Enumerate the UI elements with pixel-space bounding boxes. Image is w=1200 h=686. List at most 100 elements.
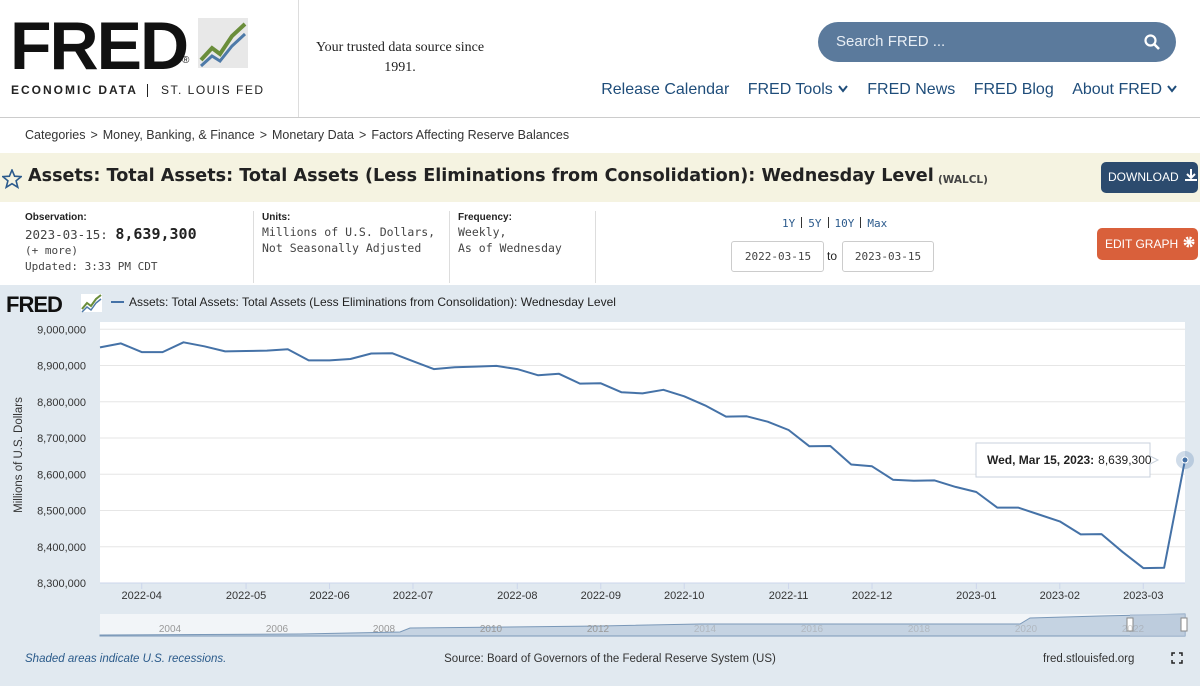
chevron bbox=[838, 85, 848, 93]
navigator-year: 2016 bbox=[801, 624, 824, 635]
breadcrumb-link[interactable]: Factors Affecting Reserve Balances bbox=[371, 128, 570, 142]
units-line: Millions of U.S. Dollars, bbox=[262, 225, 436, 239]
range-separator bbox=[827, 217, 829, 228]
navigator-year: 2018 bbox=[908, 624, 931, 635]
navigator-year: 2008 bbox=[373, 624, 396, 635]
x-tick-label: 2022-06 bbox=[309, 590, 349, 602]
logo-divider bbox=[147, 84, 148, 97]
logo-icon bbox=[198, 18, 248, 68]
nav-link[interactable]: FRED Tools bbox=[748, 81, 849, 98]
search-box[interactable]: Search FRED ... bbox=[818, 22, 1176, 62]
star-icon[interactable] bbox=[2, 169, 22, 189]
download-button[interactable]: DOWNLOAD bbox=[1101, 162, 1198, 193]
fullscreen-icon[interactable] bbox=[1171, 652, 1183, 664]
button-text: DOWNLOAD bbox=[1108, 170, 1179, 184]
observation: 2023-03-15: 8,639,300 bbox=[25, 226, 197, 243]
chevron bbox=[1167, 85, 1177, 93]
units: Millions of U.S. Dollars, Not Seasonally … bbox=[262, 224, 435, 256]
navigator-year: 2014 bbox=[694, 624, 717, 635]
navigator-year: 2004 bbox=[159, 624, 182, 635]
chart-brand: FRED bbox=[6, 292, 62, 317]
more-link[interactable]: (+ more) bbox=[25, 244, 78, 257]
y-axis-label: Millions of U.S. Dollars bbox=[13, 397, 25, 513]
logo-sub-right: ST. LOUIS FED bbox=[161, 83, 265, 97]
frequency: Weekly, As of Wednesday bbox=[458, 224, 562, 256]
date-from[interactable]: 2022-03-15 bbox=[731, 241, 824, 272]
range-separator bbox=[801, 217, 803, 228]
nav-text: About FRED bbox=[1072, 81, 1162, 98]
observation-value: 8,639,300 bbox=[115, 225, 197, 243]
x-tick-label: 2022-12 bbox=[852, 590, 892, 602]
breadcrumb-separator: > bbox=[259, 128, 268, 142]
x-tick-label: 2022-05 bbox=[226, 590, 266, 602]
y-tick-label: 8,800,000 bbox=[37, 397, 86, 409]
range-link[interactable]: Max bbox=[867, 217, 888, 230]
edit-graph-button[interactable]: EDIT GRAPH bbox=[1097, 228, 1198, 260]
x-tick-label: 2023-03 bbox=[1123, 590, 1163, 602]
nav-link[interactable]: FRED Blog bbox=[973, 81, 1054, 98]
range-links: 1Y 5Y 10Y Max bbox=[782, 217, 887, 230]
range-link[interactable]: 1Y bbox=[782, 217, 796, 230]
meta-label: Units: bbox=[262, 212, 291, 223]
breadcrumb-link[interactable]: Monetary Data bbox=[272, 128, 354, 142]
chart: FRED 8,300,000 8,400,000 8,500,000 8,600,00… bbox=[0, 285, 1200, 686]
observation-date: 2023-03-15: bbox=[25, 227, 108, 242]
range-separator bbox=[860, 217, 862, 228]
y-tick-label: 8,900,000 bbox=[37, 361, 86, 373]
breadcrumb-link[interactable]: Money, Banking, & Finance bbox=[102, 128, 255, 142]
x-tick-label: 2022-11 bbox=[769, 590, 809, 602]
nav: Release Calendar FRED Tools FRED News FR… bbox=[587, 81, 1178, 99]
y-tick-label: 8,400,000 bbox=[37, 542, 86, 554]
meta-divider bbox=[253, 211, 254, 283]
breadcrumb-separator: > bbox=[359, 128, 367, 142]
navigator-handle[interactable] bbox=[1180, 617, 1188, 632]
breadcrumb-separator: > bbox=[90, 128, 98, 142]
updated: Updated: 3:33 PM CDT bbox=[25, 260, 158, 273]
navigator-year: 2022 bbox=[1122, 624, 1145, 635]
meta-divider bbox=[449, 211, 450, 283]
x-tick-label: 2022-07 bbox=[393, 590, 433, 602]
date-to-word: to bbox=[827, 249, 838, 263]
meta-divider bbox=[595, 211, 596, 283]
range-link[interactable]: 10Y bbox=[834, 217, 855, 230]
y-tick-label: 8,600,000 bbox=[37, 469, 86, 481]
tagline: Your trusted data source since 1991. bbox=[315, 40, 485, 75]
navigator-year: 2010 bbox=[480, 624, 503, 635]
logo-sub-left: ECONOMIC DATA bbox=[11, 83, 138, 97]
header: FRED ® ECONOMIC DATA ST. LOUIS FED Your … bbox=[0, 0, 1200, 118]
nav-text: FRED Tools bbox=[747, 81, 833, 98]
frequency-line: Weekly, bbox=[458, 225, 507, 239]
x-tick-label: 2022-08 bbox=[497, 590, 537, 602]
series-line bbox=[99, 341, 1186, 570]
navigator-handle[interactable] bbox=[1126, 617, 1134, 632]
tooltip-value: 8,639,300 bbox=[1098, 453, 1152, 467]
y-tick-label: 8,700,000 bbox=[37, 433, 86, 445]
tooltip-date: Wed, Mar 15, 2023: bbox=[987, 453, 1094, 467]
legend-label: Assets: Total Assets: Total Assets (Less… bbox=[129, 295, 616, 309]
x-tick-label: 2023-01 bbox=[956, 590, 996, 602]
breadcrumb-link[interactable]: Categories bbox=[25, 128, 86, 142]
gear-icon bbox=[1183, 236, 1195, 248]
search-icon[interactable] bbox=[1144, 34, 1160, 50]
navigator-selection[interactable] bbox=[1130, 614, 1185, 636]
tooltip-text: Wed, Mar 15, 2023: 8,639,300 bbox=[987, 453, 1152, 467]
date-to[interactable]: 2023-03-15 bbox=[842, 241, 934, 272]
range-link[interactable]: 5Y bbox=[808, 217, 822, 230]
navigator-year: 2020 bbox=[1015, 624, 1038, 635]
site: fred.stlouisfed.org bbox=[1043, 653, 1134, 665]
breadcrumbs: Categories > Money, Banking, & Finance > Mon… bbox=[25, 128, 569, 142]
navigator-year: 2012 bbox=[587, 624, 610, 635]
nav-link[interactable]: FRED News bbox=[867, 81, 956, 98]
nav-link[interactable]: About FRED bbox=[1072, 81, 1178, 98]
title-bar: Assets: Total Assets: Total Assets (Less… bbox=[0, 153, 1200, 202]
logo[interactable]: FRED bbox=[10, 8, 189, 84]
hover-point bbox=[1181, 456, 1189, 464]
meta-label: Frequency: bbox=[458, 212, 512, 223]
logo-mark: ® bbox=[182, 55, 190, 66]
x-tick-label: 2023-02 bbox=[1040, 590, 1080, 602]
y-tick-label: 8,300,000 bbox=[37, 578, 86, 590]
navigator-year: 2006 bbox=[266, 624, 289, 635]
download-icon bbox=[1185, 169, 1198, 181]
nav-link[interactable]: Release Calendar bbox=[601, 81, 730, 98]
